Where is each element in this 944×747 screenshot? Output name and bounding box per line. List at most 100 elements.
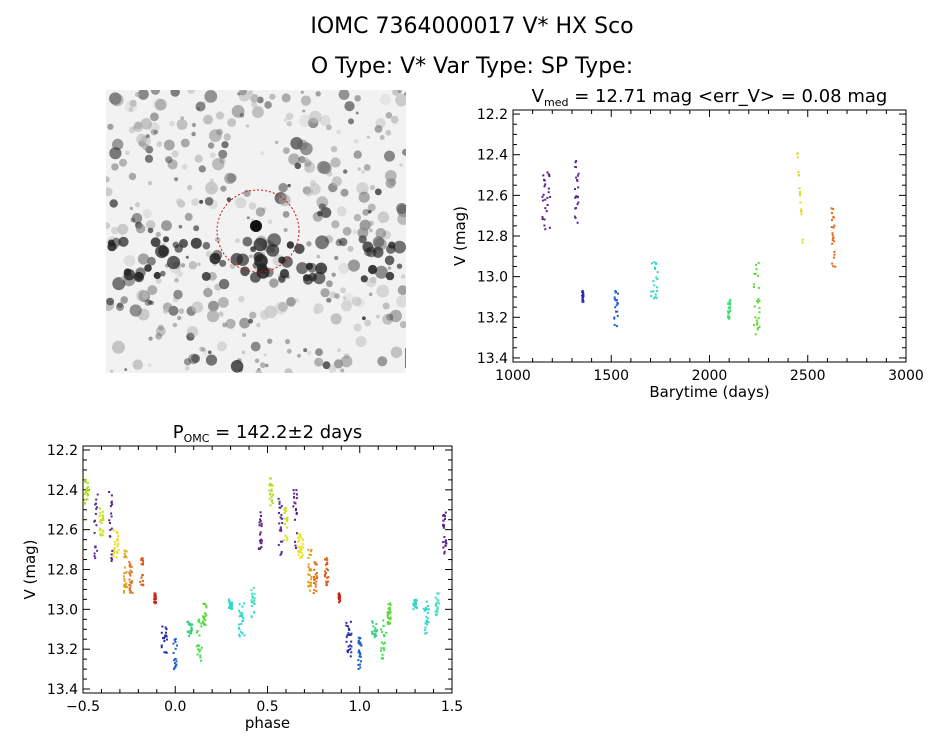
data-point: [615, 304, 618, 307]
data-point: [113, 541, 116, 543]
data-point: [198, 621, 201, 624]
data-point: [154, 594, 157, 597]
data-point: [95, 502, 97, 505]
data-point: [99, 507, 102, 510]
data-cluster: [153, 592, 157, 605]
data-point: [325, 557, 328, 560]
data-point: [202, 620, 205, 623]
data-cluster: [573, 160, 580, 224]
data-point: [370, 630, 373, 633]
data-point: [359, 641, 362, 644]
data-point: [389, 622, 392, 625]
y-axis-label: V (mag): [451, 206, 469, 266]
data-point: [285, 509, 288, 512]
data-point: [414, 600, 417, 603]
data-point: [100, 534, 103, 537]
data-point: [357, 664, 360, 666]
data-point: [442, 524, 444, 527]
data-point: [259, 531, 262, 534]
data-point: [347, 645, 350, 648]
data-point: [613, 317, 616, 320]
data-point: [164, 634, 167, 637]
data-point: [313, 568, 316, 571]
data-point: [128, 571, 131, 574]
data-point: [301, 546, 304, 549]
data-point: [140, 557, 143, 560]
data-point: [141, 557, 144, 560]
data-point: [286, 516, 289, 519]
data-point: [286, 517, 289, 520]
data-point: [575, 176, 578, 179]
data-point: [434, 613, 437, 616]
data-point: [374, 632, 377, 635]
data-cluster: [753, 262, 761, 336]
data-point: [270, 495, 273, 498]
data-point: [388, 610, 391, 612]
data-point: [388, 607, 391, 610]
data-point: [727, 303, 730, 305]
data-point: [613, 323, 616, 326]
data-point: [86, 494, 89, 497]
data-point: [199, 656, 202, 659]
data-point: [101, 514, 104, 517]
data-point: [203, 623, 205, 626]
data-point: [423, 629, 426, 631]
data-point: [116, 538, 118, 541]
data-point: [727, 311, 730, 314]
data-point: [260, 546, 263, 548]
data-point: [338, 597, 341, 600]
data-point: [295, 489, 298, 492]
data-point: [310, 569, 313, 572]
data-point: [86, 493, 89, 495]
data-point: [616, 301, 619, 304]
star-blobs: [106, 90, 406, 373]
data-point: [380, 641, 383, 644]
data-point: [373, 629, 376, 632]
data-point: [359, 666, 362, 669]
data-point: [385, 631, 388, 634]
data-point: [380, 628, 383, 631]
data-point: [116, 540, 119, 543]
data-point: [427, 608, 430, 611]
data-point: [338, 598, 340, 600]
data-point: [436, 606, 439, 609]
data-point: [205, 606, 208, 609]
data-point: [199, 654, 202, 657]
data-point: [757, 327, 760, 330]
data-point: [250, 589, 253, 592]
data-point: [314, 573, 317, 576]
data-point: [414, 600, 417, 603]
data-cluster: [434, 592, 440, 616]
data-cluster: [541, 171, 552, 231]
data-point: [799, 201, 802, 204]
data-point: [283, 512, 286, 514]
data-point: [349, 644, 352, 647]
data-point: [414, 598, 417, 601]
data-point: [445, 542, 448, 545]
data-point: [280, 505, 283, 508]
data-point: [833, 250, 836, 253]
data-point: [110, 558, 113, 561]
data-point: [380, 657, 383, 660]
data-point: [241, 615, 244, 618]
data-point: [259, 520, 262, 522]
data-point: [581, 299, 584, 301]
data-point: [338, 595, 341, 598]
data-cluster: [380, 619, 388, 660]
data-point: [758, 307, 761, 310]
data-point: [204, 602, 207, 605]
data-point: [154, 600, 157, 603]
data-point: [240, 623, 243, 625]
data-point: [423, 609, 426, 612]
data-point: [728, 306, 731, 309]
data-point: [729, 303, 732, 306]
data-point: [442, 514, 445, 517]
data-point: [141, 559, 144, 562]
data-point: [241, 620, 244, 623]
data-point: [325, 563, 327, 566]
data-point: [582, 294, 585, 297]
data-point: [279, 527, 282, 530]
data-point: [833, 256, 835, 259]
data-point: [387, 613, 390, 616]
data-point: [387, 621, 390, 623]
